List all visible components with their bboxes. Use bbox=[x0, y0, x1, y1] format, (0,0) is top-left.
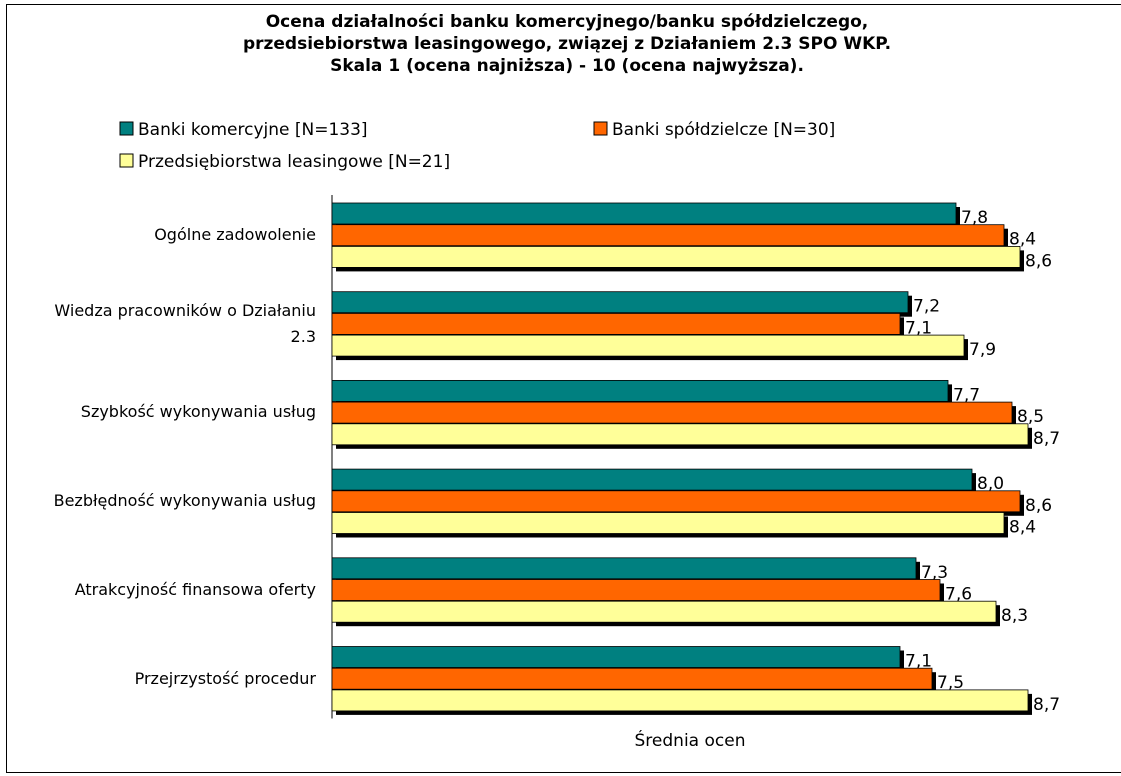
value-label: 7,5 bbox=[937, 673, 964, 693]
value-label: 8,4 bbox=[1009, 230, 1036, 250]
bar bbox=[331, 291, 909, 314]
bar bbox=[331, 557, 917, 580]
value-label: 7,1 bbox=[905, 652, 932, 672]
bar bbox=[331, 468, 973, 491]
value-label: 8,6 bbox=[1025, 496, 1052, 516]
value-label: 7,7 bbox=[953, 385, 980, 405]
bar bbox=[331, 334, 965, 357]
bar bbox=[331, 512, 1005, 534]
bar bbox=[331, 490, 1021, 513]
bar bbox=[331, 689, 1029, 712]
legend-swatch bbox=[119, 121, 134, 136]
value-label: 7,3 bbox=[921, 563, 948, 583]
bar bbox=[331, 379, 949, 402]
bar bbox=[331, 224, 1005, 247]
legend-label: Banki spółdzielcze [N=30] bbox=[612, 120, 835, 140]
x-axis-label: Średnia ocen bbox=[635, 729, 746, 751]
legend-label: Banki komercyjne [N=133] bbox=[138, 120, 368, 140]
bar bbox=[331, 401, 1013, 424]
bar bbox=[331, 579, 941, 601]
value-label: 8,0 bbox=[977, 474, 1004, 494]
category-label: Wiedza pracowników o Działaniu 2.3 bbox=[54, 300, 316, 346]
category-label: Atrakcyjność finansowa oferty bbox=[74, 579, 316, 599]
value-label: 7,6 bbox=[945, 585, 972, 605]
legend-swatch bbox=[593, 121, 608, 136]
value-label: 8,5 bbox=[1017, 407, 1044, 427]
value-label: 8,4 bbox=[1009, 518, 1036, 538]
bar bbox=[331, 245, 1021, 268]
category-label: Szybkość wykonywania usług bbox=[80, 402, 316, 422]
value-label: 7,1 bbox=[905, 318, 932, 338]
value-label: 8,7 bbox=[1033, 429, 1060, 449]
bar bbox=[331, 202, 957, 225]
category-label: Ogólne zadowolenie bbox=[154, 225, 316, 244]
chart-title: przedsiebiorstwa leasingowego, związej z… bbox=[243, 34, 891, 54]
category-label: Przejrzystość procedur bbox=[134, 668, 316, 688]
value-label: 8,6 bbox=[1025, 251, 1052, 271]
category-label: Bezbłędność wykonywania usług bbox=[53, 491, 316, 511]
value-label: 8,3 bbox=[1001, 606, 1028, 626]
bar bbox=[331, 646, 901, 668]
chart-border bbox=[6, 4, 1121, 773]
bar bbox=[331, 423, 1029, 446]
legend-swatch bbox=[119, 153, 134, 168]
legend-label: Przedsiębiorstwa leasingowe [N=21] bbox=[138, 152, 450, 172]
chart-title: Ocena działalności banku komercyjnego/ba… bbox=[266, 12, 869, 32]
chart-title: Skala 1 (ocena najniższa) - 10 (ocena na… bbox=[330, 56, 804, 76]
value-label: 7,2 bbox=[913, 297, 940, 317]
value-label: 8,7 bbox=[1033, 695, 1060, 715]
bar bbox=[331, 667, 933, 690]
value-label: 7,9 bbox=[969, 340, 996, 360]
bar bbox=[331, 600, 997, 623]
value-label: 7,8 bbox=[961, 208, 988, 228]
bar bbox=[331, 312, 901, 335]
